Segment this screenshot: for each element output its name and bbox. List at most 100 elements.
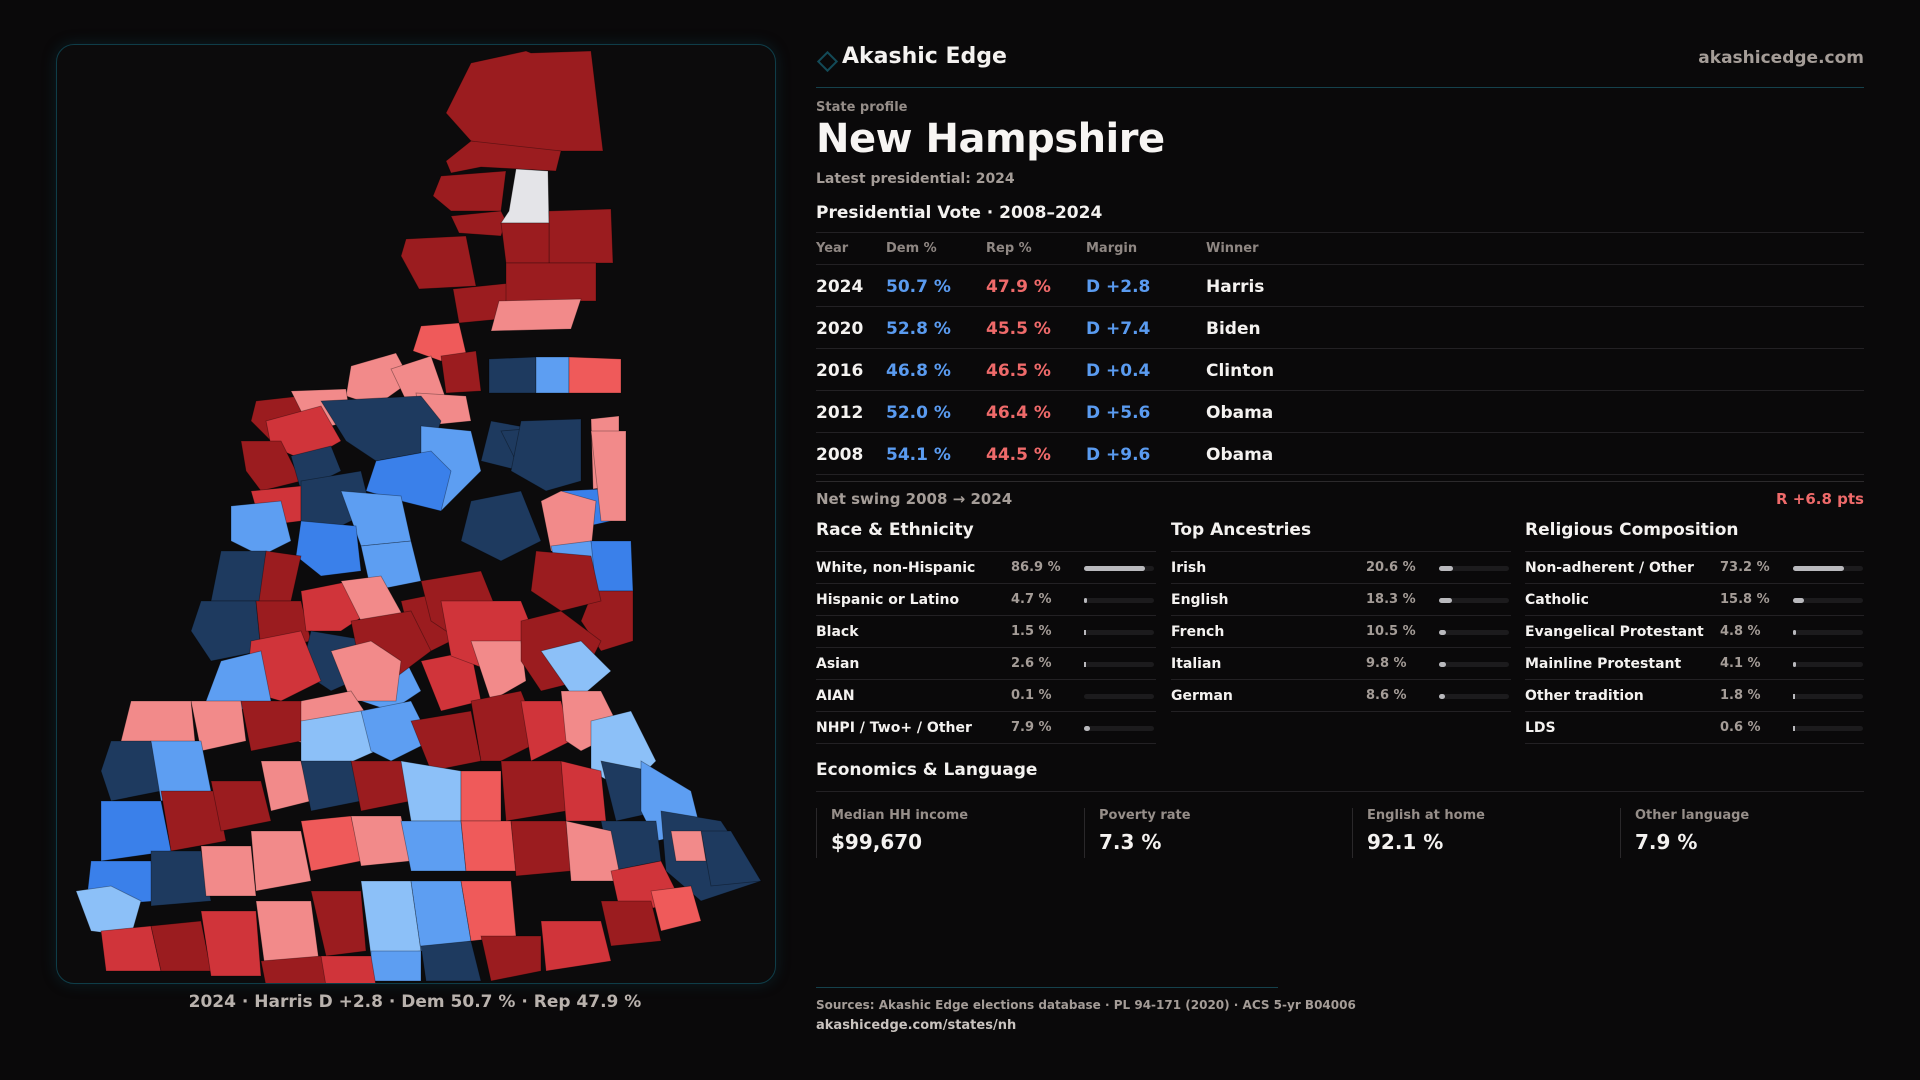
town-region[interactable] xyxy=(500,760,567,822)
town-region[interactable] xyxy=(540,490,597,552)
town-region[interactable] xyxy=(540,920,612,972)
town-region[interactable] xyxy=(470,640,527,702)
breakdown-row: LDS 0.6 % xyxy=(1525,712,1864,744)
town-region[interactable] xyxy=(460,490,542,562)
town-region[interactable] xyxy=(400,760,462,822)
breakdown-row: Other tradition 1.8 % xyxy=(1525,680,1864,712)
stat-median-income: Median HH income $99,670 xyxy=(816,808,1085,858)
breakdown-label: LDS xyxy=(1525,720,1556,736)
breakdown-bar-fill xyxy=(1439,598,1452,603)
town-region[interactable] xyxy=(300,815,362,872)
map-caption: 2024 · Harris D +2.8 · Dem 50.7 % · Rep … xyxy=(188,992,642,1012)
town-region[interactable] xyxy=(548,208,614,264)
town-region[interactable] xyxy=(360,700,432,762)
cell-margin: D +7.4 xyxy=(1086,319,1151,339)
stat-english-at-home: English at home 92.1 % xyxy=(1352,808,1621,858)
county-choropleth-map[interactable] xyxy=(57,45,775,983)
breakdown-bar-fill xyxy=(1084,598,1087,603)
town-region[interactable] xyxy=(460,770,502,822)
town-region[interactable] xyxy=(480,935,542,982)
town-region[interactable] xyxy=(360,880,422,957)
breakdown-value: 1.8 % xyxy=(1720,688,1761,703)
town-region[interactable] xyxy=(530,550,602,612)
cell-winner: Clinton xyxy=(1206,361,1275,381)
cell-dem: 52.0 % xyxy=(886,403,951,423)
town-region[interactable] xyxy=(540,640,612,702)
town-region[interactable] xyxy=(310,890,367,957)
town-region[interactable] xyxy=(535,356,570,394)
town-region[interactable] xyxy=(250,830,312,892)
cell-rep: 44.5 % xyxy=(986,445,1051,465)
town-region[interactable] xyxy=(510,418,582,492)
brand-url-link[interactable]: akashicedge.com xyxy=(1698,48,1864,68)
town-region[interactable] xyxy=(500,222,550,264)
town-region[interactable] xyxy=(290,445,342,492)
town-region[interactable] xyxy=(568,356,622,394)
town-region[interactable] xyxy=(100,740,162,802)
town-region[interactable] xyxy=(460,820,517,872)
town-region[interactable] xyxy=(490,298,582,332)
town-region[interactable] xyxy=(400,820,467,872)
sources-note: Sources: Akashic Edge elections database… xyxy=(816,998,1356,1012)
town-region[interactable] xyxy=(370,950,422,982)
town-region[interactable] xyxy=(670,830,707,862)
town-region[interactable] xyxy=(190,700,247,752)
town-region[interactable] xyxy=(240,440,302,492)
breakdown-bar-track xyxy=(1793,566,1863,571)
cell-winner: Biden xyxy=(1206,319,1261,339)
town-region[interactable] xyxy=(190,600,262,662)
town-region[interactable] xyxy=(345,352,412,407)
cell-dem: 50.7 % xyxy=(886,277,951,297)
town-region[interactable] xyxy=(500,168,550,224)
town-region[interactable] xyxy=(160,790,227,852)
town-region[interactable] xyxy=(300,760,362,812)
col-header-rep: Rep % xyxy=(986,241,1032,256)
town-region[interactable] xyxy=(75,885,142,937)
town-region[interactable] xyxy=(230,500,292,557)
town-region[interactable] xyxy=(510,820,572,877)
town-region[interactable] xyxy=(320,955,376,983)
stat-value: 7.9 % xyxy=(1635,830,1698,854)
breakdown-bar-track xyxy=(1084,662,1154,667)
race-ethnicity-title: Race & Ethnicity xyxy=(816,520,1156,552)
stat-label: Median HH income xyxy=(831,808,969,823)
town-region[interactable] xyxy=(150,850,212,907)
breakdown-bar-fill xyxy=(1793,662,1796,667)
town-region[interactable] xyxy=(260,955,331,983)
page-title: New Hampshire xyxy=(816,116,1165,162)
town-region[interactable] xyxy=(200,910,262,977)
town-region[interactable] xyxy=(440,350,482,394)
town-region[interactable] xyxy=(445,140,562,174)
breakdown-label: English xyxy=(1171,592,1229,608)
town-region[interactable] xyxy=(240,700,302,752)
town-region[interactable] xyxy=(200,845,257,897)
breakdown-value: 73.2 % xyxy=(1720,560,1770,575)
town-region[interactable] xyxy=(600,900,662,947)
town-region[interactable] xyxy=(488,356,537,394)
town-region[interactable] xyxy=(590,430,627,522)
town-region[interactable] xyxy=(505,262,597,302)
town-region[interactable] xyxy=(210,550,267,602)
town-region[interactable] xyxy=(400,235,477,290)
diamond-outline-icon xyxy=(816,50,839,73)
breakdown-row: Mainline Protestant 4.1 % xyxy=(1525,648,1864,680)
town-region[interactable] xyxy=(450,210,507,237)
breakdown-bar-track xyxy=(1084,566,1154,571)
footer-url-link[interactable]: akashicedge.com/states/nh xyxy=(816,1018,1017,1033)
town-region[interactable] xyxy=(410,710,482,772)
town-region[interactable] xyxy=(410,880,472,952)
town-region[interactable] xyxy=(650,885,702,932)
town-region[interactable] xyxy=(150,920,212,972)
town-region[interactable] xyxy=(700,830,762,887)
town-region[interactable] xyxy=(445,50,604,152)
town-region[interactable] xyxy=(460,880,517,942)
breakdown-row: English 18.3 % xyxy=(1171,584,1511,616)
town-region[interactable] xyxy=(432,170,507,212)
town-region[interactable] xyxy=(295,520,362,577)
breakdown-row: Black 1.5 % xyxy=(816,616,1156,648)
breakdown-bar-track xyxy=(1439,566,1509,571)
breakdown-label: French xyxy=(1171,624,1225,640)
town-region[interactable] xyxy=(420,940,482,982)
town-region[interactable] xyxy=(210,780,272,832)
town-region[interactable] xyxy=(100,925,162,972)
